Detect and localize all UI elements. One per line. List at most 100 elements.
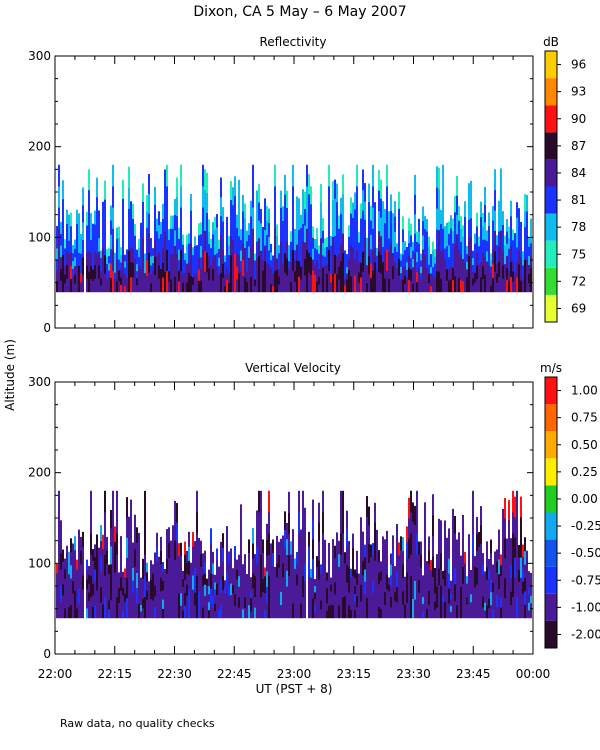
data-cell [276, 235, 278, 248]
data-cell [462, 280, 464, 293]
data-cell [308, 560, 310, 576]
data-cell [358, 610, 360, 619]
data-cell [172, 540, 174, 557]
data-cell [76, 237, 78, 252]
data-cell [174, 559, 176, 580]
data-cell [512, 250, 514, 262]
data-cell [60, 601, 62, 619]
data-cell [400, 266, 402, 274]
data-cell [82, 589, 84, 604]
data-cell [402, 577, 404, 592]
data-cell [452, 230, 454, 244]
data-cell [352, 217, 354, 233]
data-cell [254, 607, 256, 619]
data-cell [434, 270, 436, 278]
data-cell [58, 533, 60, 555]
data-cell [188, 243, 190, 254]
data-cell [262, 604, 264, 619]
data-cell [58, 596, 60, 619]
data-cell [490, 285, 492, 293]
data-cell [76, 608, 78, 619]
data-cell [96, 576, 98, 591]
data-cell [274, 270, 276, 293]
data-cell [522, 258, 524, 266]
data-cell [102, 276, 104, 293]
data-cell [384, 208, 386, 224]
data-cell [348, 592, 350, 606]
data-cell [378, 271, 380, 293]
data-cell [424, 266, 426, 280]
data-cell [444, 536, 446, 554]
data-cell [474, 607, 476, 619]
data-cell [160, 536, 162, 551]
data-cell [500, 168, 502, 190]
data-cell [434, 601, 436, 610]
data-cell [408, 242, 410, 256]
data-cell [80, 234, 82, 245]
data-cell [174, 539, 176, 560]
data-cell [294, 270, 296, 282]
data-cell [466, 610, 468, 619]
data-cell [436, 596, 438, 608]
data-cell [306, 270, 308, 293]
data-cell [348, 225, 350, 237]
data-cell [284, 582, 286, 601]
data-cell [206, 172, 208, 194]
data-cell [194, 566, 196, 580]
data-cell [488, 212, 490, 227]
data-cell [446, 591, 448, 605]
data-cell [266, 220, 268, 235]
data-cell [86, 211, 88, 226]
data-cell [276, 269, 278, 282]
data-cell [438, 229, 440, 251]
velocity-colorbar: -2.00-1.00-0.75-0.50-0.250.000.250.500.7… [544, 376, 600, 649]
data-cell [444, 569, 446, 586]
data-cell [386, 545, 388, 561]
data-cell [342, 252, 344, 273]
data-cell [126, 263, 128, 272]
data-cell [178, 270, 180, 282]
data-cell [398, 191, 400, 209]
data-cell [270, 580, 272, 594]
data-cell [386, 588, 388, 604]
data-cell [438, 271, 440, 293]
data-cell [310, 221, 312, 240]
data-cell [242, 599, 244, 610]
data-cell [348, 269, 350, 282]
data-cell [178, 555, 180, 569]
data-cell [450, 253, 452, 267]
data-cell [390, 553, 392, 565]
data-cell [240, 239, 242, 251]
data-cell [486, 592, 488, 606]
data-cell [370, 556, 372, 570]
data-cell [518, 569, 520, 582]
colorbar-label: 1.00 [571, 384, 598, 398]
data-cell [394, 246, 396, 263]
data-cell [184, 566, 186, 581]
data-cell [110, 527, 112, 547]
data-cell [370, 263, 372, 278]
data-cell [204, 573, 206, 585]
data-cell [200, 540, 202, 555]
data-cell [146, 608, 148, 619]
data-cell [274, 207, 276, 229]
data-cell [406, 276, 408, 285]
data-cell [88, 210, 90, 232]
data-cell [396, 283, 398, 293]
data-cell [310, 239, 312, 258]
data-cell [332, 578, 334, 593]
data-cell [378, 606, 380, 619]
data-cell [434, 284, 436, 293]
data-cell [56, 599, 58, 610]
data-cell [518, 557, 520, 570]
data-cell [408, 230, 410, 244]
data-cell [522, 593, 524, 607]
data-cell [80, 272, 82, 283]
data-cell [380, 561, 382, 572]
data-cell [78, 239, 80, 254]
data-cell [118, 587, 120, 596]
data-cell [456, 272, 458, 293]
data-cell [264, 213, 266, 231]
data-cell [158, 264, 160, 279]
data-cell [198, 577, 200, 592]
